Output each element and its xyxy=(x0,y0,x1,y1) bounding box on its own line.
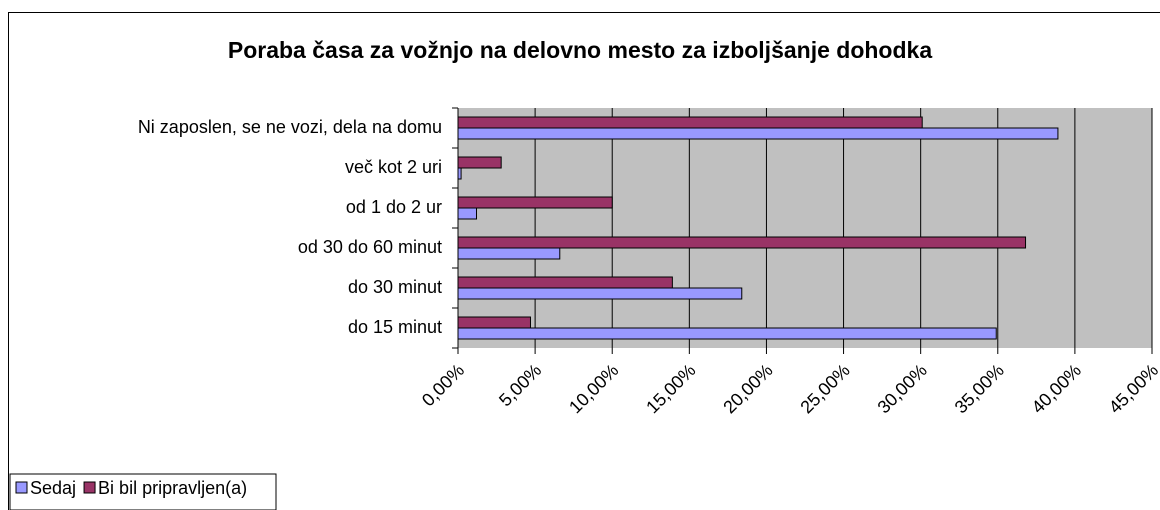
chart-title: Poraba časa za vožnjo na delovno mesto z… xyxy=(228,37,932,63)
chart-frame xyxy=(8,12,1160,510)
bar xyxy=(457,276,673,289)
legend-label: Bi bil pripravljen(a) xyxy=(98,478,247,498)
x-tick-label: 25,00% xyxy=(796,360,853,417)
y-tick-label: do 30 minut xyxy=(348,277,442,297)
y-tick-label: do 15 minut xyxy=(348,317,442,337)
bar xyxy=(457,167,462,180)
bar xyxy=(457,207,478,220)
x-tick-label: 20,00% xyxy=(719,360,776,417)
bar xyxy=(457,327,997,340)
bar xyxy=(457,127,1059,140)
bar xyxy=(457,196,613,209)
plot-area xyxy=(458,108,1152,348)
legend-label: Sedaj xyxy=(30,478,76,498)
bar xyxy=(457,247,561,260)
bar xyxy=(457,236,1027,249)
y-tick-label: od 1 do 2 ur xyxy=(346,197,442,217)
legend-swatch xyxy=(83,481,96,494)
x-tick-label: 30,00% xyxy=(874,360,931,417)
legend-swatch xyxy=(15,481,28,494)
x-tick-label: 45,00% xyxy=(1105,360,1160,417)
x-tick-label: 15,00% xyxy=(642,360,699,417)
bar xyxy=(457,156,502,169)
bar xyxy=(457,116,923,129)
bar xyxy=(457,287,743,300)
x-tick-label: 0,00% xyxy=(418,360,468,410)
bar xyxy=(457,316,531,329)
y-tick-label: več kot 2 uri xyxy=(345,157,442,177)
x-tick-label: 35,00% xyxy=(951,360,1008,417)
x-tick-label: 5,00% xyxy=(495,360,545,410)
x-tick-label: 10,00% xyxy=(565,360,622,417)
x-tick-label: 40,00% xyxy=(1028,360,1085,417)
legend-box xyxy=(9,473,277,510)
y-tick-label: od 30 do 60 minut xyxy=(298,237,442,257)
y-tick-label: Ni zaposlen, se ne vozi, dela na domu xyxy=(138,117,442,137)
